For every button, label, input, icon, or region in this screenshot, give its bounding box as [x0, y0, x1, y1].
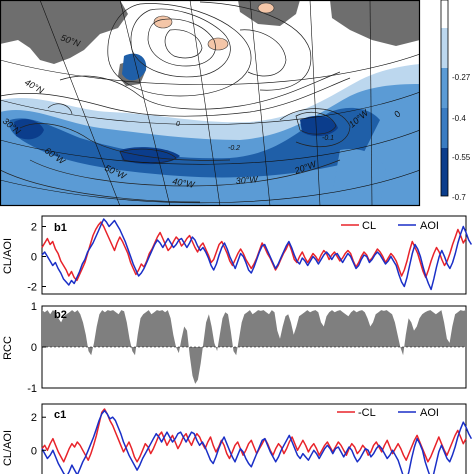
chart-c1-ylabel: CL/AOI: [2, 430, 14, 466]
chart-c1-panel-label: c1: [54, 409, 66, 421]
map-frame: [0, 0, 421, 207]
lon-label-30w: 30°W: [235, 174, 259, 186]
map-panel: 50°N 40°N 30°N 60°W 50°W 40°W 30°W 20°W …: [0, 0, 471, 207]
contour-label-2: -0.1: [322, 135, 334, 142]
land-arctic: [330, 0, 420, 46]
chart-c1-axes-frame: [41, 403, 467, 474]
colorbar-tick-2: -0.4: [452, 114, 466, 123]
warm-blob-2: [207, 37, 229, 51]
colorbar-tick-1: -0.27: [452, 73, 471, 82]
graticule: [0, 0, 420, 206]
shade-labrador: [122, 53, 147, 81]
contour-label-3: -0.2: [228, 145, 240, 152]
chart-c1-legend: -CL AOI: [337, 407, 439, 419]
chart-b2-panel-label: b2: [54, 309, 67, 321]
shade-core-left: [14, 119, 44, 140]
legend-aoi-c1: AOI: [420, 407, 439, 419]
ytick-label: -2: [27, 282, 37, 294]
legend-aoi: AOI: [420, 220, 439, 232]
chart-b1: -2 0 2 b1 CL/AOI CL AOI: [2, 215, 473, 295]
colorbar-tick-4: -0.7: [452, 193, 466, 202]
series-line-cl: [41, 221, 467, 282]
legend-cl: CL: [362, 220, 376, 232]
contour-label-1: 0: [176, 121, 180, 128]
ytick-label: 2: [31, 222, 37, 234]
warm-blob-3: [257, 2, 275, 14]
lon-label-40w: 40°W: [172, 176, 197, 190]
chart-b1-ylabel: CL/AOI: [2, 238, 14, 274]
series-line-aoi: [41, 409, 473, 474]
legend-neg-cl: -CL: [358, 407, 376, 419]
series-line-cl: [41, 408, 467, 463]
chart-b1-legend: CL AOI: [341, 220, 439, 232]
ytick-label: 0: [31, 252, 37, 264]
warm-blob-1: [153, 15, 173, 29]
shade-core-right: [300, 115, 338, 137]
map-area: 50°N 40°N 30°N 60°W 50°W 40°W 30°W 20°W …: [0, 0, 420, 206]
lon-label-0: 0: [392, 109, 403, 119]
ytick-label: 1: [31, 301, 37, 313]
chart-c1: 02 c1 CL/AOI -CL AOI: [2, 403, 473, 474]
chart-c1-marks: 02: [31, 403, 473, 474]
shade-core-center: [120, 147, 180, 165]
colorbar: -0.27 -0.4 -0.55 -0.7: [440, 0, 471, 202]
chart-b1-panel-label: b1: [54, 222, 67, 234]
land-north-america: [0, 0, 128, 64]
chart-b2-ylabel: RCC: [2, 336, 14, 360]
ytick-label: -1: [27, 383, 37, 395]
ytick-label: 2: [31, 412, 37, 424]
chart-b2: -1 0 1 b2 RCC: [2, 301, 467, 395]
shade-band-mid: [0, 84, 420, 206]
ytick-label: 0: [31, 342, 37, 354]
land-greenland: [238, 0, 300, 26]
series-line-aoi: [41, 218, 473, 291]
contour-lines: [0, 1, 351, 203]
chart-b2-marks: -1 0 1: [27, 301, 467, 395]
colorbar-tick-3: -0.55: [452, 153, 471, 162]
ytick-label: 0: [31, 445, 37, 457]
chart-b1-marks: -2 0 2: [27, 215, 473, 295]
